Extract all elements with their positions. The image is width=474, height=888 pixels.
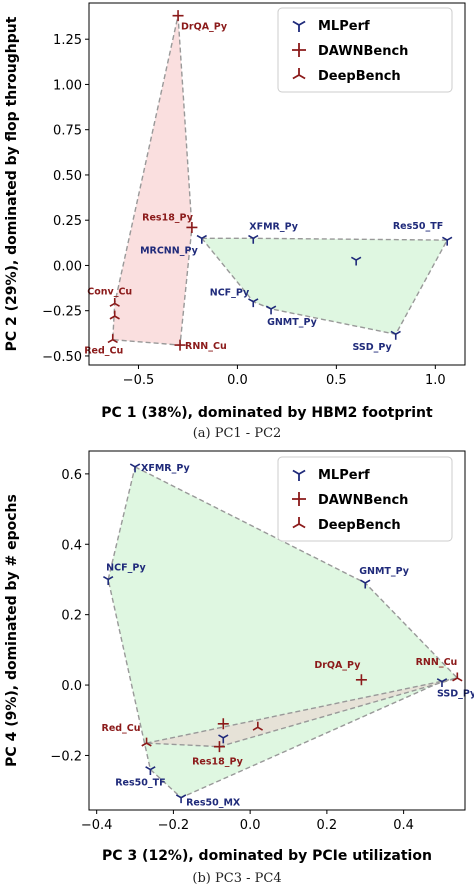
data-point-marker [390, 330, 401, 340]
y-axis-label: PC 4 (9%), dominated by # epochs [4, 494, 20, 767]
x-tick-label: 1.0 [425, 373, 446, 388]
panel-pc1-pc2: XFMR_Py Res50_TF MRCNN_Py NCF_Py GNMT_Py SSD_… [4, 2, 466, 441]
data-point-label: NCF_Py [210, 288, 250, 299]
panel-pc3-pc4: XFMR_Py NCF_Py GNMT_Py SSD_Py Res50_TF Res50_… [4, 450, 474, 886]
x-tick-label: 0.2 [317, 818, 338, 833]
legend-entry-label: MLPerf [318, 19, 370, 34]
y-tick-label: 0.00 [53, 259, 82, 274]
y-tick-label: −0.25 [42, 305, 82, 320]
data-point-label: GNMT_Py [359, 566, 410, 577]
data-point-label: Conv_Cu [87, 286, 132, 297]
data-point-marker [109, 310, 120, 320]
y-tick-label: 0.50 [53, 169, 82, 184]
x-tick-label: 0.5 [326, 373, 347, 388]
convex-hull [200, 237, 449, 336]
data-point-marker [141, 737, 152, 747]
data-point-marker [109, 297, 120, 307]
y-tick-label: 0.75 [53, 124, 82, 139]
figure-caption: (b) PC3 - PC4 [192, 871, 281, 886]
convex-hull [112, 15, 193, 346]
data-point-marker [218, 734, 229, 744]
data-point-marker [442, 236, 453, 246]
data-point-marker [452, 672, 463, 682]
data-point-marker [355, 674, 367, 686]
data-point-label: NCF_Py [106, 562, 146, 573]
legend-marker [292, 492, 306, 506]
x-tick-label: 0.0 [227, 373, 248, 388]
legend-box [277, 7, 453, 93]
data-point-marker [360, 579, 371, 589]
plot-frame [88, 2, 466, 366]
data-point-marker [172, 10, 184, 22]
data-point-marker [248, 298, 259, 308]
legend-marker [292, 517, 306, 529]
x-tick-label: 0.0 [240, 818, 261, 833]
data-point-marker [252, 721, 263, 731]
data-point-label: XFMR_Py [141, 463, 190, 474]
data-point-label: Res50_TF [115, 778, 165, 789]
figure-caption: (a) PC1 - PC2 [193, 426, 282, 441]
y-tick-label: 1.25 [53, 33, 82, 48]
data-point-marker [217, 718, 229, 730]
y-tick-label: 1.00 [53, 78, 82, 93]
legend-marker [292, 43, 306, 57]
legend-entry-label: DAWNBench [318, 493, 408, 508]
x-tick-label: −0.5 [123, 373, 155, 388]
data-point-label: MRCNN_Py [140, 245, 199, 256]
y-axis-label: PC 2 (29%), dominated by flop throughput [4, 16, 20, 351]
x-axis-label: PC 1 (38%), dominated by HBM2 footprint [101, 405, 433, 421]
x-axis-label: PC 3 (12%), dominated by PCIe utilizatio… [102, 848, 432, 864]
data-point-label: DrQA_Py [314, 660, 361, 671]
legend-entry-label: MLPerf [318, 468, 370, 483]
data-point-label: SSD_Py [353, 342, 393, 353]
legend-marker [292, 68, 306, 80]
data-point-marker [103, 576, 114, 585]
data-point-marker [186, 221, 198, 233]
legend-box [277, 456, 453, 542]
data-point-label: RNN_Cu [185, 341, 227, 352]
legend-entry-label: DAWNBench [318, 44, 408, 59]
data-point-marker [248, 234, 259, 244]
y-tick-label: 0.2 [61, 609, 82, 624]
data-point-label: Res18_Py [192, 757, 244, 768]
y-tick-label: 0.25 [53, 214, 82, 229]
data-point-marker [107, 334, 118, 344]
legend-entry-label: DeepBench [318, 518, 401, 533]
data-point-label: Res50_MX [186, 798, 241, 809]
data-point-marker [175, 794, 187, 804]
data-point-label: RNN_Cu [416, 657, 458, 668]
data-point-label: DrQA_Py [181, 22, 228, 33]
y-tick-label: −0.2 [50, 749, 82, 764]
data-point-marker [196, 234, 207, 244]
data-point-label: Res18_Py [142, 212, 194, 223]
x-tick-label: −0.2 [158, 818, 190, 833]
y-tick-label: 0.4 [61, 538, 82, 553]
data-point-label: Res50_TF [393, 221, 443, 232]
legend-marker [292, 20, 306, 32]
convex-hull [146, 677, 458, 748]
convex-hull [107, 465, 459, 799]
data-point-label: XFMR_Py [249, 221, 298, 232]
data-point-marker [174, 339, 186, 351]
data-point-marker [129, 463, 141, 473]
data-point-marker [213, 741, 225, 753]
data-point-marker [350, 256, 362, 266]
y-tick-label: 0.0 [61, 679, 82, 694]
legend-entry-label: DeepBench [318, 69, 401, 84]
y-tick-label: −0.50 [42, 350, 82, 365]
data-point-label: GNMT_Py [267, 317, 318, 328]
x-tick-label: 0.4 [393, 818, 414, 833]
data-point-marker [145, 766, 156, 776]
data-point-marker [436, 678, 448, 688]
data-point-label: Red_Cu [102, 723, 141, 734]
data-point-label: SSD_Py [437, 689, 474, 700]
legend-marker [292, 469, 306, 481]
data-point-label: Red_Cu [84, 346, 123, 357]
data-point-marker [265, 305, 277, 315]
plot-frame [88, 450, 466, 811]
x-tick-label: −0.4 [81, 818, 113, 833]
y-tick-label: 0.6 [61, 468, 82, 483]
